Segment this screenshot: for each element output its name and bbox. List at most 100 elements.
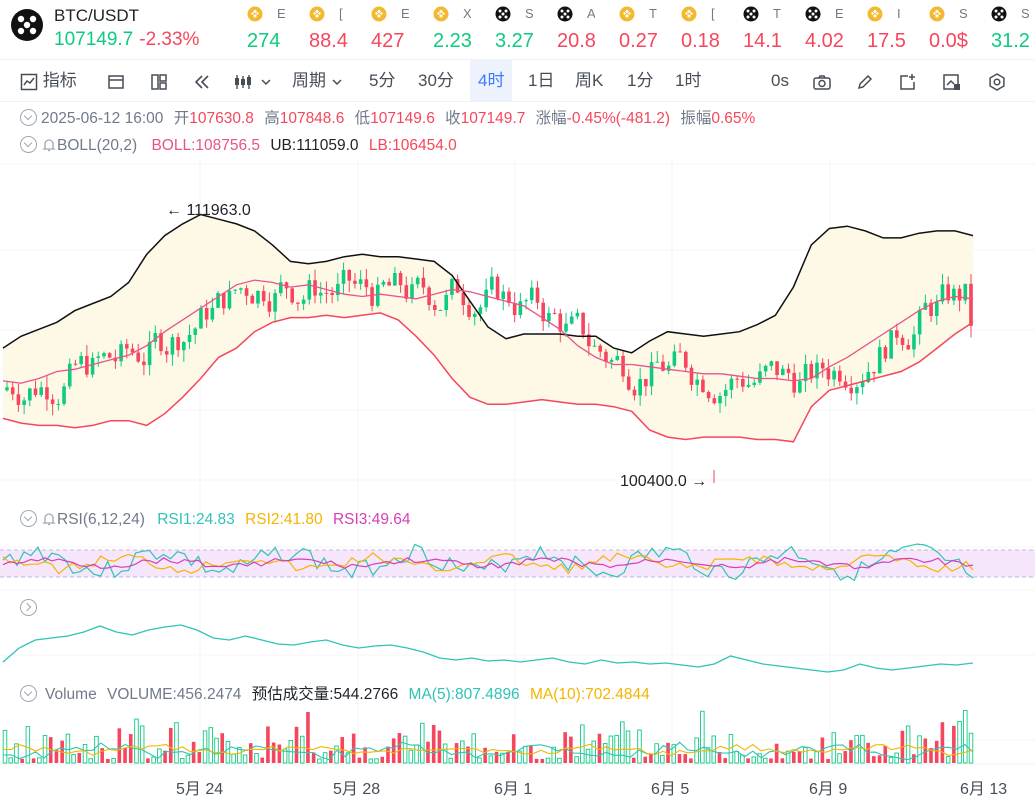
interval-1d[interactable]: 1日 xyxy=(528,71,555,90)
volume-bar xyxy=(792,751,796,763)
ticker-item[interactable]: A 20.8 xyxy=(543,0,605,59)
interval-4h[interactable]: 4时 xyxy=(470,60,513,101)
expand-icon[interactable] xyxy=(20,599,37,616)
candle-body xyxy=(632,389,637,396)
collapse-icon[interactable] xyxy=(20,510,37,527)
ticker-item[interactable]: E 4.02 xyxy=(791,0,853,59)
binance-icon xyxy=(557,6,573,22)
volume-bar xyxy=(797,750,802,763)
ticker-symbol: T xyxy=(773,6,781,21)
rsi-name: RSI(6,12,24) xyxy=(57,511,145,528)
indicators-button[interactable]: 指标 xyxy=(20,60,77,101)
seconds-button[interactable]: 0s xyxy=(771,71,789,90)
candle-body xyxy=(256,291,260,304)
volume-bar xyxy=(248,743,253,763)
candle-body xyxy=(153,333,158,342)
rewind-icon xyxy=(194,74,209,89)
draw-button[interactable] xyxy=(856,60,874,101)
add-window-button[interactable] xyxy=(898,60,918,101)
candle-body xyxy=(28,388,32,401)
volume-bar xyxy=(402,735,408,764)
volume-bar xyxy=(545,757,551,764)
volume-bar xyxy=(625,730,631,764)
volume-bar xyxy=(20,758,24,763)
volume-bar xyxy=(179,758,185,764)
candle-body xyxy=(250,295,255,304)
candle-body xyxy=(336,283,340,296)
volume-bar xyxy=(963,710,968,764)
chart-type-button[interactable] xyxy=(233,60,272,101)
candle-body xyxy=(182,342,186,351)
volume-bar xyxy=(77,753,82,763)
close-label: 收 xyxy=(445,110,461,127)
ticker-item[interactable]: S 3.27 xyxy=(481,0,543,59)
ticker-item[interactable]: S 0.0$ xyxy=(915,0,977,59)
interval-5m[interactable]: 5分 xyxy=(369,71,396,90)
collapse-icon[interactable] xyxy=(20,136,37,153)
ticker-item[interactable]: E 274 xyxy=(233,0,295,59)
bnb-icon xyxy=(433,6,449,22)
volume-bar xyxy=(386,746,390,763)
ticker-item[interactable]: [88.4 xyxy=(295,0,357,59)
candle-body xyxy=(786,368,791,373)
rewind-button[interactable] xyxy=(192,60,212,101)
main-pair[interactable]: BTC/USDT 107149.7 -2.33% xyxy=(0,0,233,59)
ticker-item[interactable]: E 427 xyxy=(357,0,419,59)
volume-bar xyxy=(877,755,882,763)
chart-toolbar: 指标 周期 5分 30分 4时 1日 周K 1分 1时 0s xyxy=(0,60,1035,102)
ticker-symbol: E xyxy=(835,6,843,21)
volume-bar xyxy=(242,754,248,764)
volume-bar xyxy=(637,729,642,764)
candle-body xyxy=(45,387,49,400)
volume-bar xyxy=(117,728,122,763)
ticker-item[interactable]: I 17.5 xyxy=(853,0,915,59)
layout-button[interactable] xyxy=(107,60,125,101)
candle-body xyxy=(50,399,55,405)
collapse-icon[interactable] xyxy=(20,109,37,126)
ticker-item[interactable]: [0.18 xyxy=(667,0,729,59)
candle-body xyxy=(803,364,808,382)
interval-30m[interactable]: 30分 xyxy=(418,71,454,90)
period-dropdown[interactable]: 周期 xyxy=(292,60,343,101)
volume-bar xyxy=(380,756,385,763)
candle-body xyxy=(187,334,192,343)
candle-body xyxy=(524,300,528,302)
ticker-bar: BTC/USDT 107149.7 -2.33% E 274 [88.4 E 427 X 2.… xyxy=(0,0,1035,60)
volume-value: VOLUME:456.2474 xyxy=(107,686,242,703)
volume-bar xyxy=(705,747,711,764)
volume-bar xyxy=(854,735,859,764)
candle-body xyxy=(792,372,796,393)
candle-body xyxy=(130,348,135,353)
interval-1h[interactable]: 1时 xyxy=(675,71,702,90)
volume-bar xyxy=(734,750,739,764)
add-window-icon xyxy=(900,73,915,90)
bell-icon[interactable] xyxy=(41,511,57,527)
ticker-item[interactable]: T 14.1 xyxy=(729,0,791,59)
template-button[interactable] xyxy=(942,60,962,101)
ticker-value: 274 xyxy=(247,30,281,52)
ticker-item[interactable]: X 2.23 xyxy=(419,0,481,59)
date-tick: 5月 24 xyxy=(176,781,224,798)
volume-bar xyxy=(488,755,494,764)
bell-icon[interactable] xyxy=(41,137,57,153)
volume-bar xyxy=(111,758,116,764)
grid-layout-button[interactable] xyxy=(150,60,168,101)
collapse-icon[interactable] xyxy=(20,685,37,702)
candle-body xyxy=(866,371,871,383)
candle-body xyxy=(535,287,540,303)
candle-body xyxy=(142,361,146,366)
volume-bar xyxy=(689,758,693,763)
ticker-value: 17.5 xyxy=(867,30,906,52)
ticker-value: 88.4 xyxy=(309,30,348,52)
ticker-item[interactable]: S 31.2 xyxy=(977,0,1035,59)
ticker-item[interactable]: T 0.27 xyxy=(605,0,667,59)
screenshot-button[interactable] xyxy=(812,60,832,101)
candle-body xyxy=(683,351,688,368)
interval-1m[interactable]: 1分 xyxy=(627,71,654,90)
binance-icon xyxy=(743,6,759,22)
settings-button[interactable] xyxy=(987,60,1007,101)
candle-body xyxy=(838,370,842,382)
interval-weekly[interactable]: 周K xyxy=(575,71,604,90)
volume-bar xyxy=(202,730,208,764)
